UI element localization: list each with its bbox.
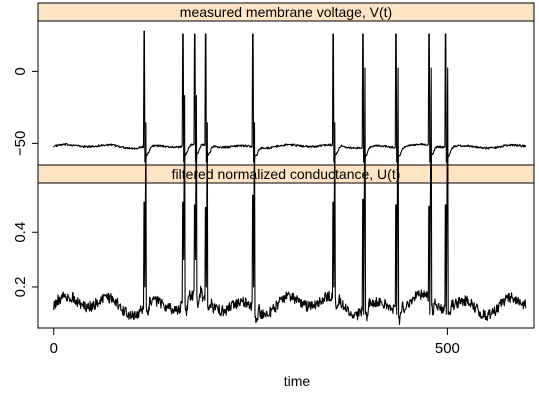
conductance-panel: filtered normalized conductance, U(t) 0.… [12, 67, 535, 329]
x-tick-label: 0 [50, 340, 58, 357]
x-tick-label: 500 [435, 340, 460, 357]
voltage-y-axis: 0 −50 [12, 67, 38, 156]
conductance-panel-title: filtered normalized conductance, U(t) [172, 166, 401, 182]
conductance-plot-frame [37, 182, 535, 329]
conductance-series-line [53, 67, 527, 325]
voltage-plot-frame [37, 20, 535, 166]
conductance-y-tick-label: 0.4 [12, 222, 29, 243]
voltage-y-tick-label: −50 [12, 131, 29, 156]
voltage-series-line [53, 30, 527, 163]
conductance-y-axis: 0.2 0.4 [12, 222, 38, 298]
voltage-y-tick-label: 0 [12, 67, 29, 75]
voltage-panel-title: measured membrane voltage, V(t) [180, 4, 392, 20]
x-axis-title: time [284, 373, 311, 389]
x-axis: 0 500 [50, 328, 460, 357]
voltage-panel: measured membrane voltage, V(t) 0 −50 [12, 2, 535, 166]
conductance-y-tick-label: 0.2 [12, 277, 29, 298]
